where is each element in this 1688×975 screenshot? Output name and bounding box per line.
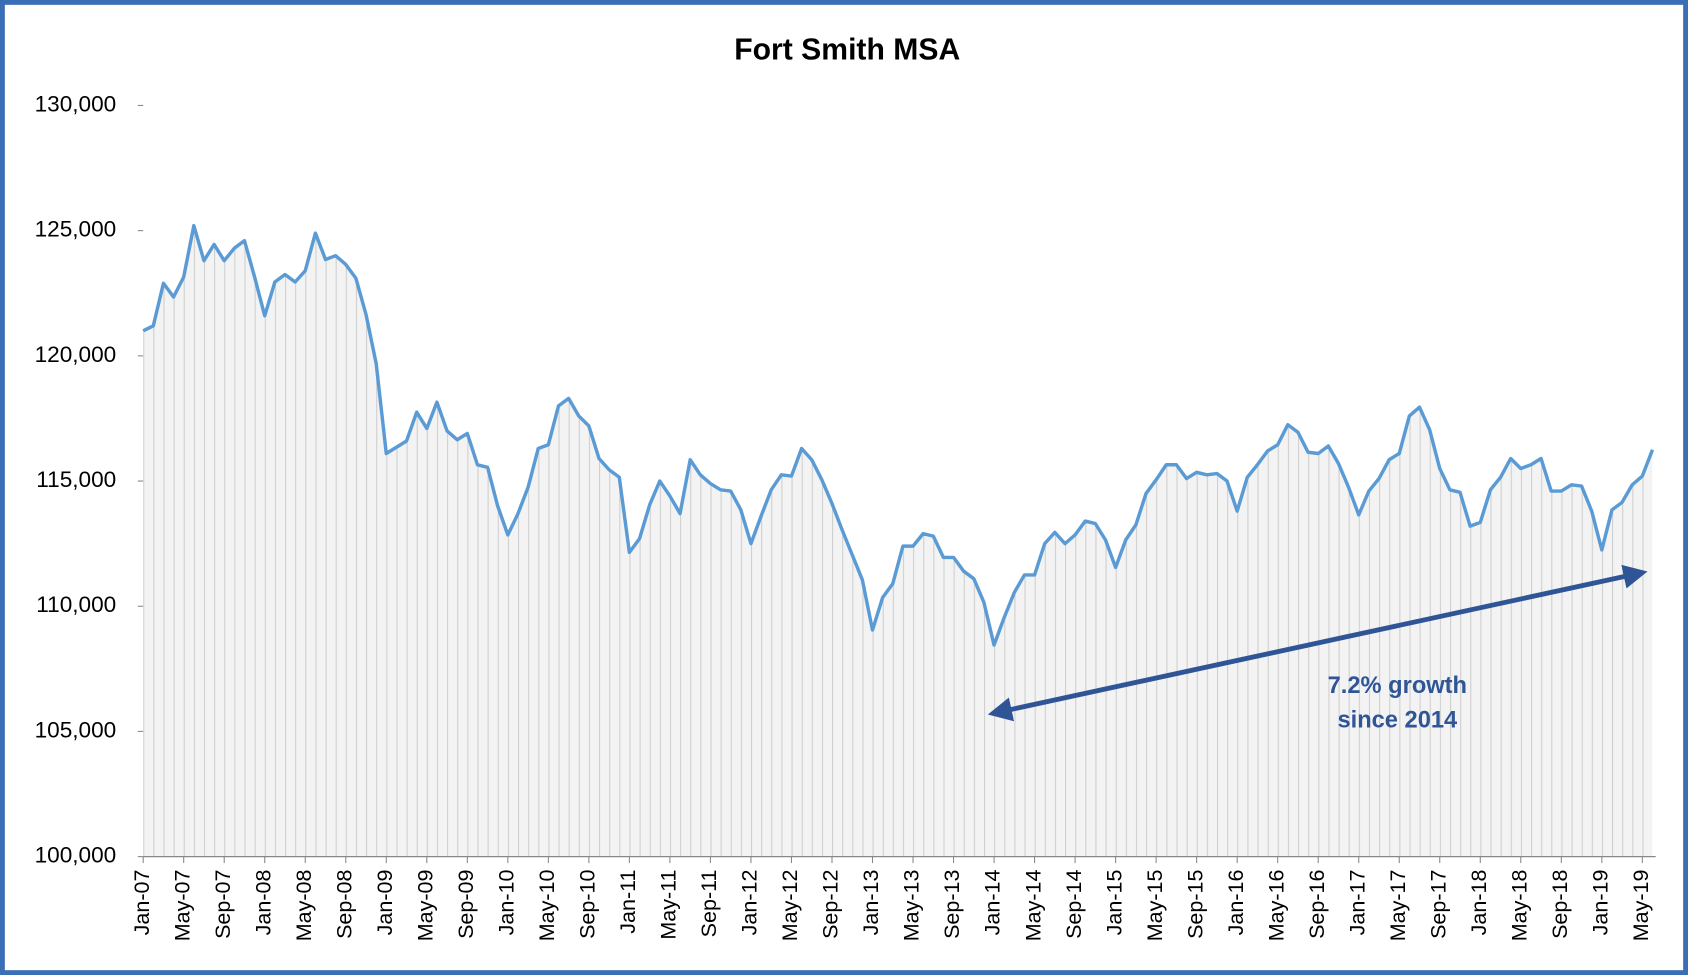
- x-tick-label: Sep-18: [1548, 870, 1572, 939]
- x-tick-label: Jan-19: [1589, 870, 1613, 936]
- x-tick-label: Sep-13: [940, 870, 964, 939]
- x-tick-label: Jan-17: [1345, 870, 1369, 936]
- x-tick-label: May-19: [1629, 870, 1653, 942]
- y-tick-label: 130,000: [35, 91, 117, 116]
- x-tick-label: Sep-09: [454, 870, 478, 939]
- x-tick-label: Jan-10: [495, 870, 519, 936]
- x-tick-label: May-08: [292, 870, 316, 942]
- x-tick-label: Sep-12: [819, 870, 843, 939]
- x-tick-label: Jan-09: [373, 870, 397, 936]
- x-tick-label: May-17: [1386, 870, 1410, 942]
- x-tick-label: Jan-14: [981, 870, 1005, 936]
- x-tick-label: Sep-14: [1062, 870, 1086, 939]
- x-tick-label: Jan-11: [616, 870, 640, 934]
- x-tick-label: Sep-10: [576, 870, 600, 939]
- x-tick-label: Jan-07: [130, 870, 154, 936]
- x-tick-label: Jan-15: [1102, 870, 1126, 936]
- y-tick-label: 105,000: [35, 717, 117, 742]
- x-tick-label: May-10: [535, 870, 559, 942]
- x-tick-label: Jan-16: [1224, 870, 1248, 936]
- x-tick-label: May-16: [1264, 870, 1288, 942]
- data-line: [142, 223, 1655, 647]
- x-tick-label: Jan-18: [1467, 870, 1491, 936]
- x-tick-label: May-14: [1021, 870, 1045, 942]
- x-tick-label: Sep-16: [1305, 870, 1329, 939]
- x-tick-label: May-11: [657, 870, 681, 940]
- x-tick-label: Jan-13: [859, 870, 883, 936]
- x-tick-label: May-07: [170, 870, 194, 942]
- annotation-text: since 2014: [1337, 707, 1458, 733]
- x-tick-label: Sep-17: [1426, 870, 1450, 939]
- y-tick-label: 125,000: [35, 217, 117, 242]
- y-tick-label: 120,000: [35, 342, 117, 367]
- x-tick-label: May-09: [413, 870, 437, 942]
- x-tick-label: Jan-12: [738, 870, 762, 936]
- x-tick-label: May-18: [1507, 870, 1531, 942]
- annotation-text: 7.2% growth: [1328, 673, 1467, 699]
- y-tick-label: 100,000: [35, 843, 117, 868]
- x-tick-label: Sep-15: [1183, 870, 1207, 939]
- x-tick-label: Sep-07: [211, 870, 235, 939]
- x-tick-label: Sep-08: [332, 870, 356, 939]
- y-tick-label: 115,000: [36, 467, 116, 492]
- x-tick-label: May-12: [778, 870, 802, 942]
- x-tick-label: Jan-08: [251, 870, 275, 936]
- chart-title: Fort Smith MSA: [734, 34, 960, 67]
- x-tick-label: May-15: [1143, 870, 1167, 942]
- y-tick-label: 110,000: [36, 592, 116, 617]
- x-tick-label: May-13: [900, 870, 924, 942]
- x-tick-label: Sep-11: [697, 870, 721, 938]
- annotation-arrow: [987, 564, 1648, 722]
